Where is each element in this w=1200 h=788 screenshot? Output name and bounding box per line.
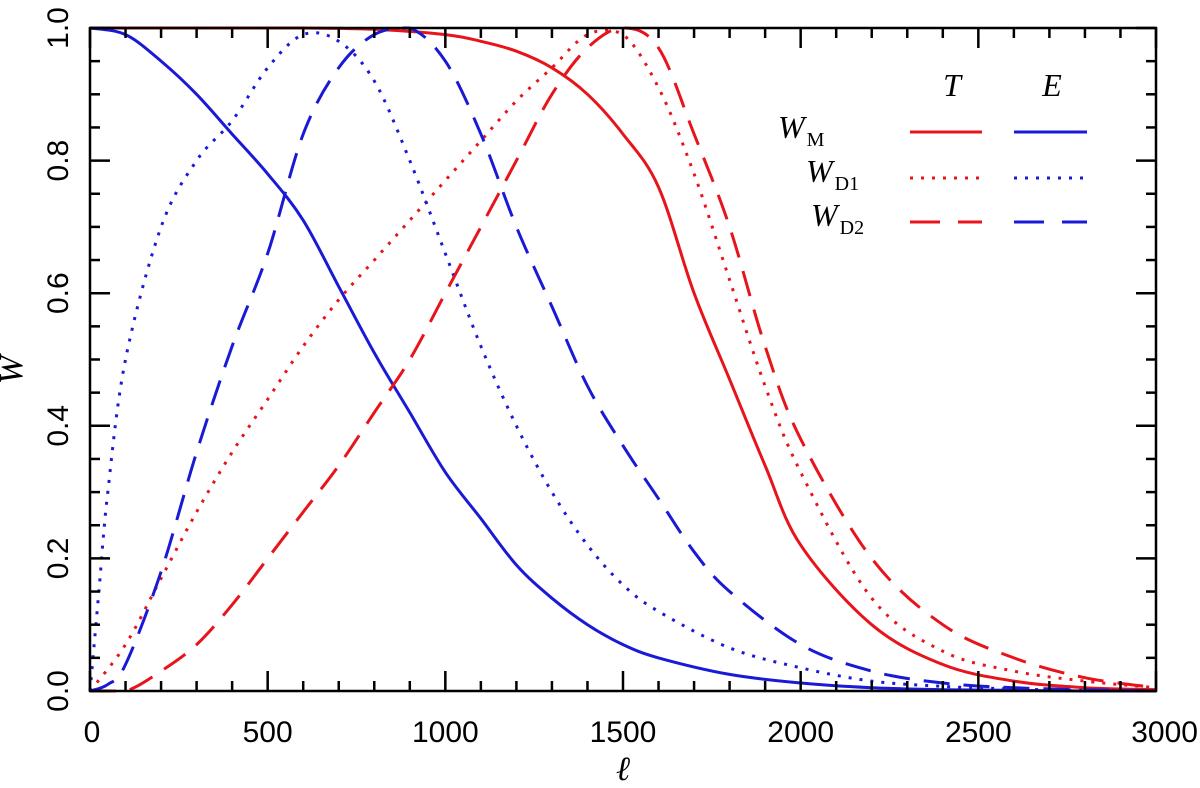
y-tick-label: 1.0 [42, 7, 75, 49]
tick-labels-layer: 0 500 1000 1500 2000 2500 3000 0.0 0.2 0.4 0.6 0.8 1… [42, 7, 1198, 749]
legend-header-t: T [943, 67, 963, 103]
legend-label-wd2-symbol: W [811, 197, 841, 233]
series-line-wd1-e [88, 31, 1157, 693]
x-tick-label: 2000 [767, 716, 834, 749]
series-layer [88, 26, 1157, 693]
y-tick-label: 0.6 [42, 272, 75, 314]
series-line-wm-e [89, 26, 1156, 693]
ticks-layer [88, 26, 1158, 693]
x-tick-label: 3000 [1131, 716, 1198, 749]
y-tick-label: 0.4 [42, 405, 75, 447]
series-line-wd2-t [90, 26, 1157, 693]
legend-label-wd1-symbol: W [806, 153, 836, 189]
legend-label-wd1: W D1 [806, 153, 859, 195]
legend-label-wd2: W D2 [811, 197, 864, 239]
y-axis-label: W [0, 353, 30, 384]
legend-label-wm-symbol: W [778, 109, 808, 145]
legend-label-wd2-sub: D2 [840, 217, 864, 239]
series-line-wd2-e [89, 26, 1157, 693]
x-tick-label: 500 [243, 716, 293, 749]
x-tick-label: 0 [84, 716, 101, 749]
x-tick-label: 1000 [412, 716, 479, 749]
x-tick-label: 2500 [945, 716, 1012, 749]
y-tick-label: 0.0 [42, 670, 75, 712]
series-line-wm-t [90, 26, 1157, 692]
x-tick-label: 1500 [590, 716, 657, 749]
y-tick-label: 0.2 [42, 538, 75, 580]
y-tick-label: 0.8 [42, 140, 75, 182]
series-line-wd1-t [88, 28, 1157, 692]
legend-header-e: E [1041, 67, 1062, 103]
x-axis-label: ℓ [616, 751, 630, 788]
legend-label-wm-sub: M [807, 129, 825, 151]
plot-frame [88, 26, 1158, 693]
legend-label-wd1-sub: D1 [835, 173, 859, 195]
